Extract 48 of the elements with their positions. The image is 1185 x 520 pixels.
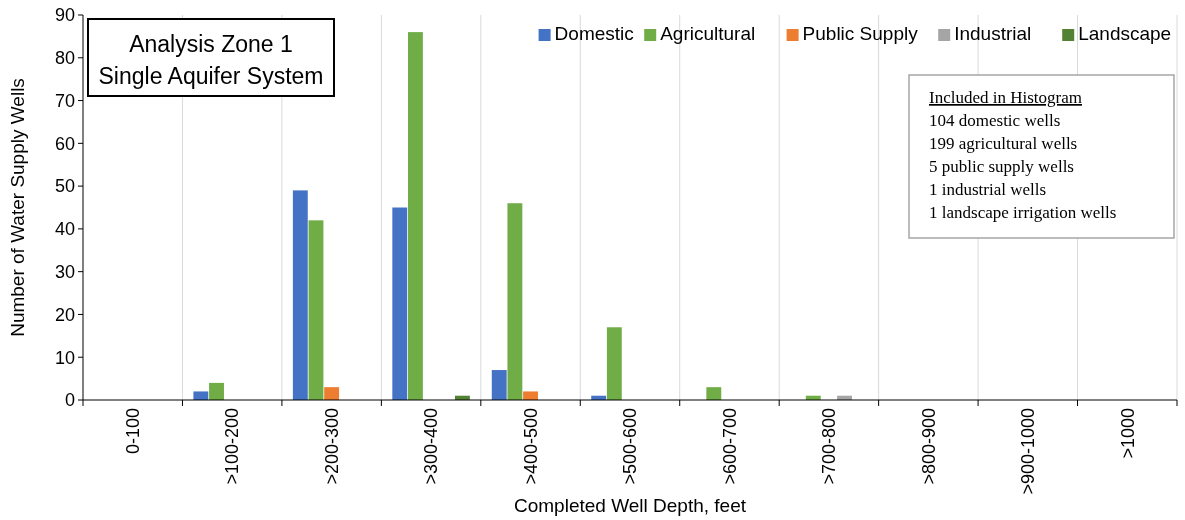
annotation: 1 industrial wells <box>929 180 1047 199</box>
legend-label: Domestic <box>554 23 634 44</box>
x-axis-title: Completed Well Depth, feet <box>514 495 747 516</box>
y-tick-label: 70 <box>54 90 75 111</box>
annotation: 104 domestic wells <box>929 111 1061 130</box>
annotation: Included in Histogram <box>929 88 1082 107</box>
bar <box>392 207 408 400</box>
x-tick-label: >700-800 <box>819 408 840 485</box>
x-tick-label: >800-900 <box>918 408 939 485</box>
y-tick-label: 80 <box>54 48 75 69</box>
x-tick-label: >500-600 <box>620 408 641 485</box>
x-tick-label: >300-400 <box>421 408 442 485</box>
bar <box>491 370 507 400</box>
bar <box>308 220 324 400</box>
legend-label: Industrial <box>954 23 1032 44</box>
annotation: 199 agricultural wells <box>929 134 1078 153</box>
legend-label: Public Supply <box>802 23 919 44</box>
y-tick-label: 30 <box>54 261 75 282</box>
bar <box>407 32 423 400</box>
legend-label: Landscape <box>1078 23 1172 44</box>
x-tick-label: >200-300 <box>321 408 342 485</box>
x-tick-label: >900-1000 <box>1018 408 1039 495</box>
annotation: 1 landscape irrigation wells <box>929 203 1117 222</box>
bar <box>706 387 722 400</box>
y-tick-label: 90 <box>54 5 75 26</box>
bar <box>193 391 209 400</box>
y-tick-label: 0 <box>64 390 75 411</box>
x-tick-label: >600-700 <box>719 408 740 485</box>
y-tick-label: 20 <box>54 304 75 325</box>
text: Single Aquifer System <box>98 63 324 89</box>
x-tick-label: >400-500 <box>520 408 541 485</box>
y-tick-label: 60 <box>54 133 75 154</box>
annotation: 5 public supply wells <box>929 157 1074 176</box>
y-tick-label: 10 <box>54 347 75 368</box>
x-tick-label: >1000 <box>1117 408 1138 459</box>
bar <box>292 190 308 400</box>
bar <box>606 327 622 400</box>
y-tick-label: 50 <box>54 176 75 197</box>
text: Analysis Zone 1 <box>129 31 293 57</box>
legend-label: Agricultural <box>660 23 756 44</box>
bar <box>507 203 523 400</box>
y-axis-title: Number of Water Supply Wells <box>7 78 28 337</box>
x-tick-label: 0-100 <box>123 408 144 455</box>
bar <box>523 391 538 400</box>
bar <box>324 387 340 400</box>
bar <box>209 382 224 400</box>
y-tick-label: 40 <box>54 219 75 240</box>
x-tick-label: >100-200 <box>222 408 243 485</box>
